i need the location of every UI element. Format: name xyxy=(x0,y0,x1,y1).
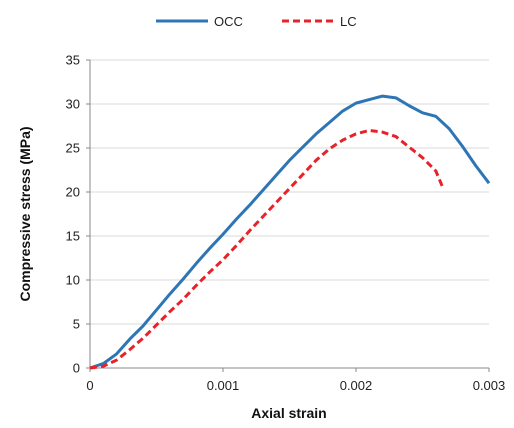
x-ticks: 0 0.001 0.002 0.003 xyxy=(86,368,505,393)
legend-label-lc: LC xyxy=(340,14,357,29)
legend-label-occ: OCC xyxy=(214,14,243,29)
x-tick-label: 0.002 xyxy=(340,378,373,393)
series-lines xyxy=(89,94,491,370)
legend: OCC LC xyxy=(156,14,357,29)
gridlines xyxy=(90,59,489,325)
x-tick-label: 0.001 xyxy=(207,378,240,393)
y-tick-label: 35 xyxy=(66,53,80,68)
y-tick-label: 20 xyxy=(66,185,80,200)
y-tick-label: 25 xyxy=(66,141,80,156)
x-tick-label: 0.003 xyxy=(473,378,506,393)
y-axis-title: Compressive stress (MPa) xyxy=(17,126,33,301)
series-line-occ xyxy=(89,94,491,370)
y-tick-label: 5 xyxy=(73,317,80,332)
y-tick-label: 0 xyxy=(73,361,80,376)
series-line-lc xyxy=(89,128,444,370)
y-tick-label: 10 xyxy=(66,273,80,288)
x-tick-label: 0 xyxy=(86,378,93,393)
y-tick-label: 15 xyxy=(66,229,80,244)
y-tick-label: 30 xyxy=(66,97,80,112)
x-axis-title: Axial strain xyxy=(251,405,326,421)
y-ticks: 0 5 10 15 20 25 30 35 xyxy=(66,53,90,376)
axes xyxy=(89,60,489,369)
